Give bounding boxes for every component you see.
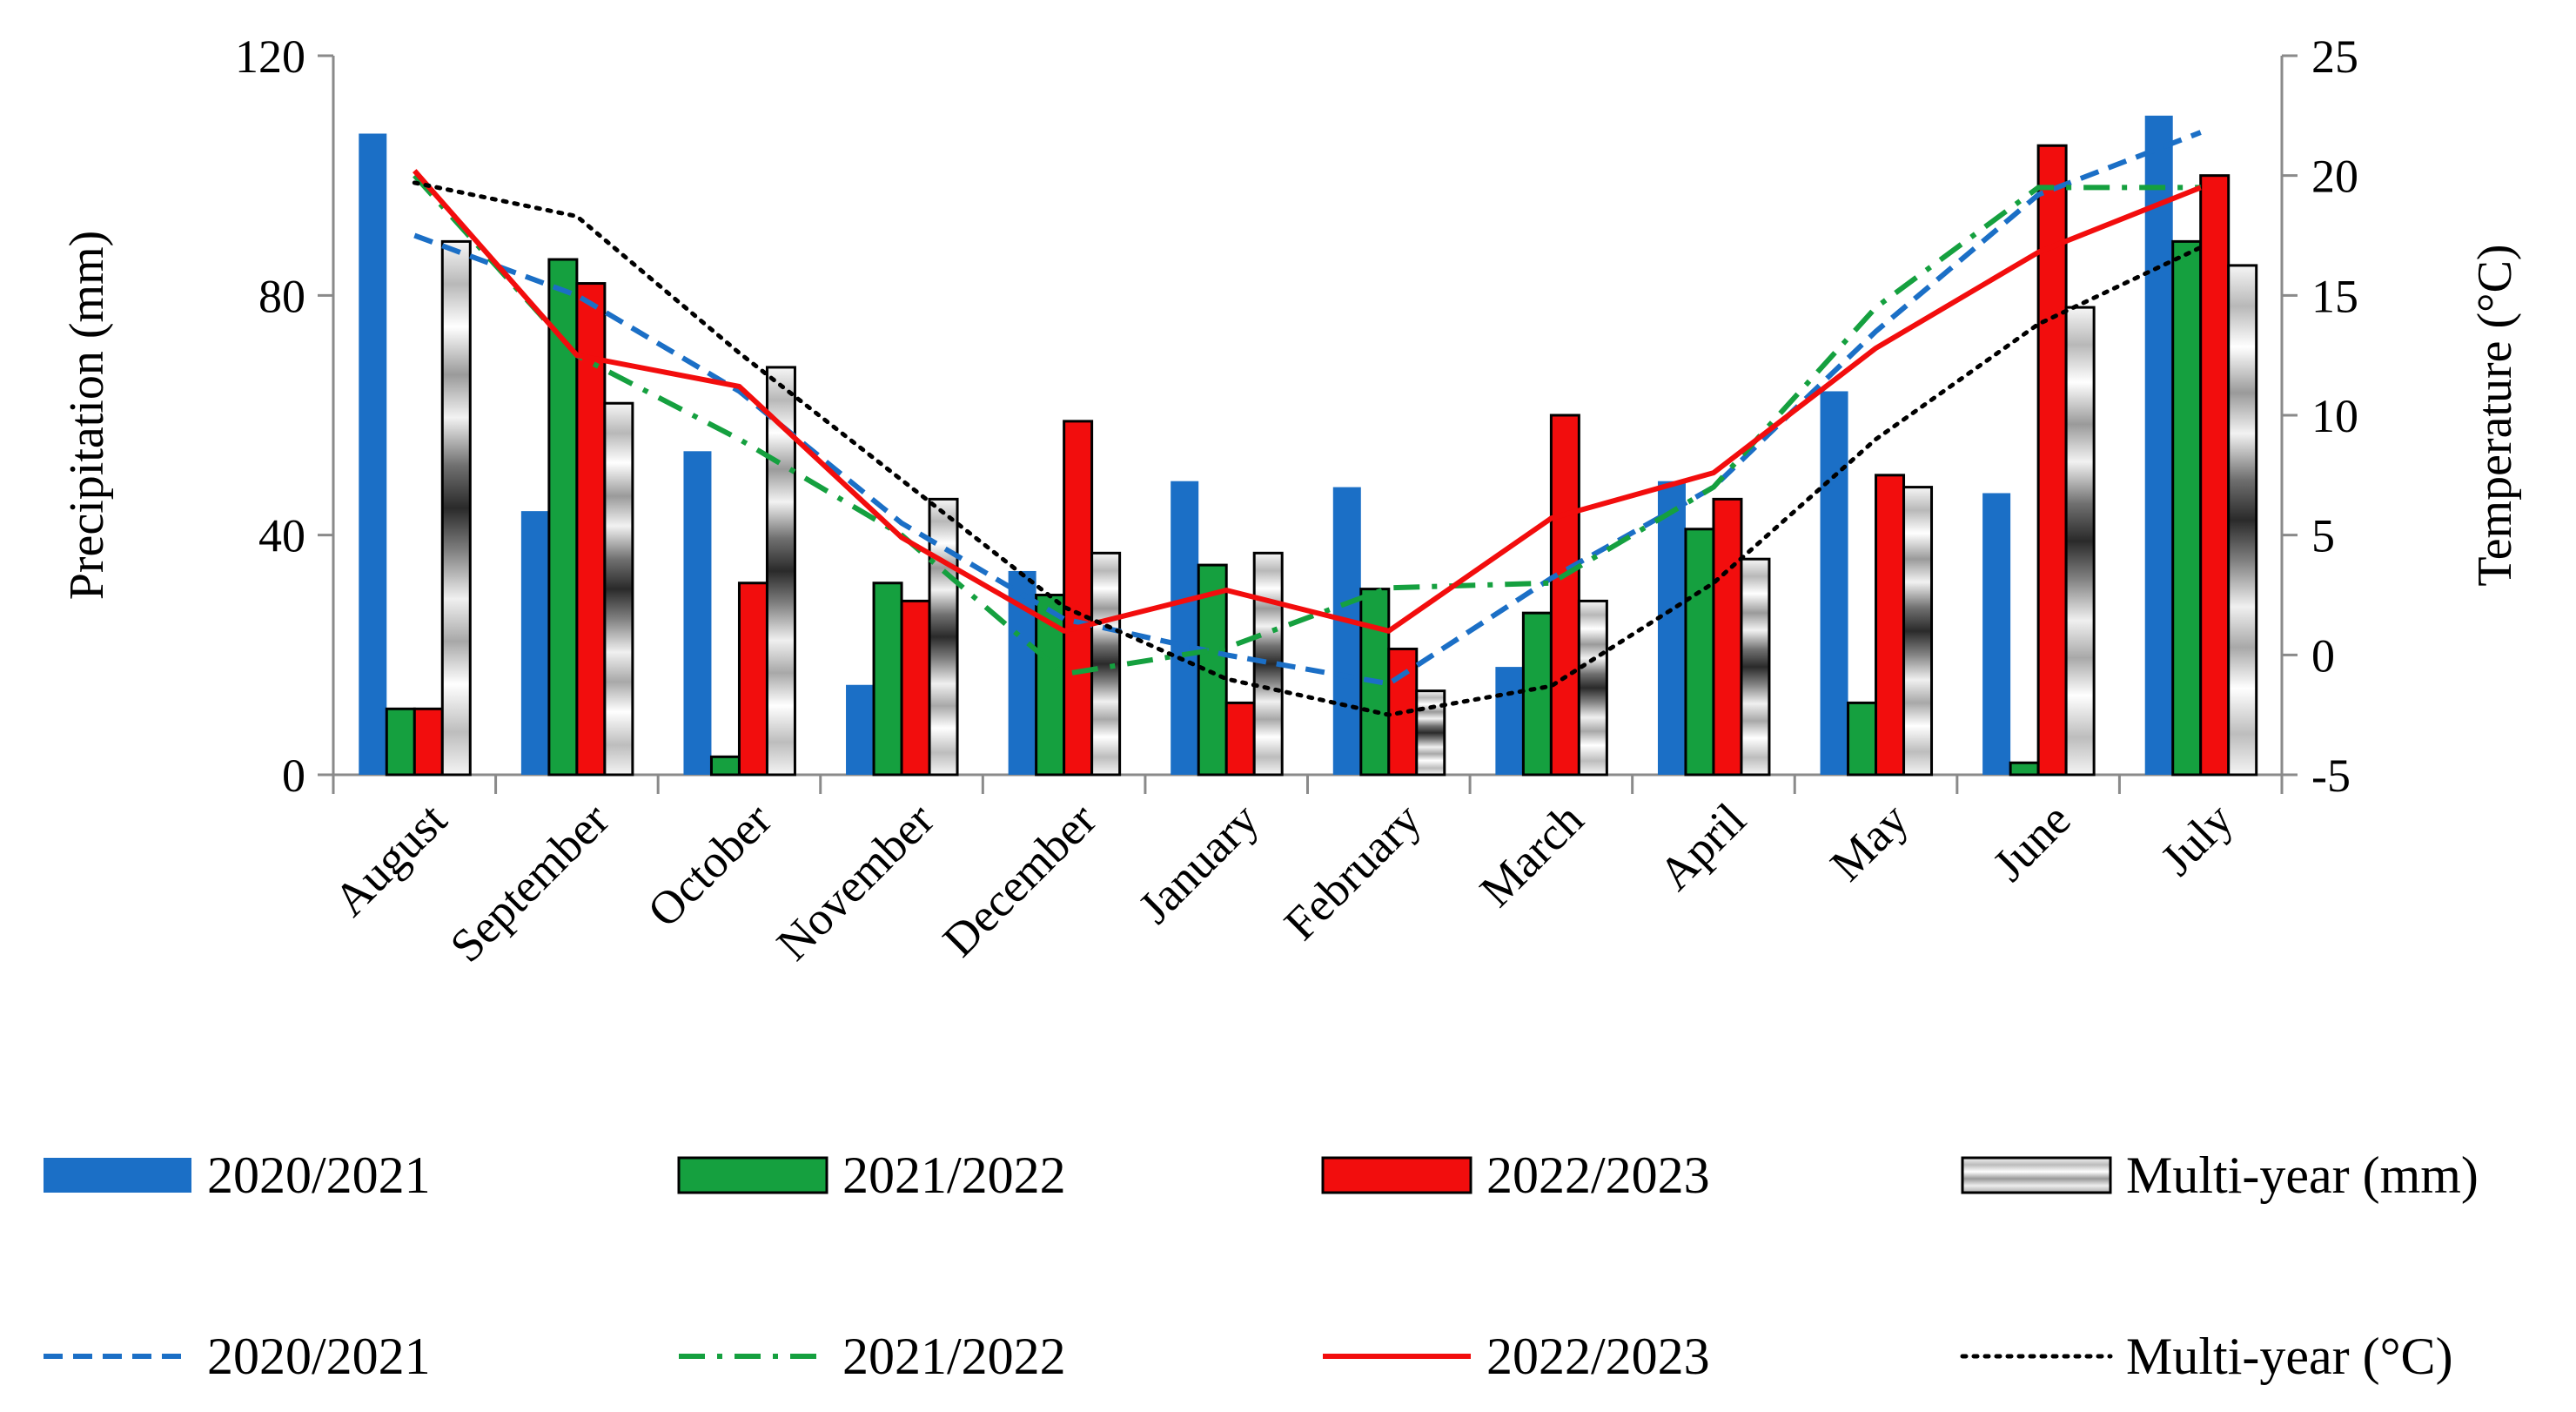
legend-bar-label: Multi-year (mm) [2126,1146,2479,1204]
x-tick-label: July [2150,793,2243,885]
bar-multi-year-mm--february [1415,689,1446,777]
y-left-tick-label: 120 [235,30,305,83]
y-right-tick-label: -5 [2311,750,2351,802]
bar-2022-2023-september [575,282,607,777]
bar-2020-2021-july [2144,115,2173,776]
y-right-axis-title: Temperature (°C) [2468,244,2522,586]
x-tick-label: February [1274,793,1431,950]
bar-multi-year-mm--july [2227,264,2258,777]
bar-2022-2023-april [1712,497,1743,777]
bar-2020-2021-april [1657,481,1686,775]
bar-2021-2022-march [1521,611,1553,777]
legend-bar-swatch [44,1158,191,1193]
x-tick-label: October [638,793,782,937]
bar-2020-2021-september [520,511,549,775]
bar-multi-year-mm--june [2064,306,2096,777]
bar-2021-2022-july [2171,239,2203,777]
x-tick-label: March [1470,793,1593,917]
bar-2022-2023-july [2199,174,2231,777]
x-tick-label: January [1129,793,1269,933]
bar-2021-2022-june [2009,761,2040,777]
bar-2022-2023-january [1224,701,1256,777]
bar-2021-2022-august [385,707,416,777]
y-right-tick-label: 25 [2311,30,2358,83]
temp-line-multi-year-c- [412,180,2204,717]
bar-multi-year-mm--august [440,239,472,777]
y-right-tick-label: 0 [2311,629,2335,682]
temp-line-2021-2022 [413,173,2201,677]
bar-multi-year-mm--april [1740,557,1771,777]
legend-bar-swatch [1321,1156,1472,1194]
y-left-axis-title: Precipitation (mm) [60,231,114,601]
legend-bar-swatch [677,1156,828,1194]
legend: 2020/2021 2021/2022 2022/2023 Multi-year (m… [44,1146,2479,1385]
bar-multi-year-mm--may [1902,486,1934,777]
temp-line-2022-2023 [413,169,2202,634]
bar-2021-2022-may [1847,701,1878,777]
bar-2020-2021-february [1332,487,1361,775]
bar-2021-2022-october [709,755,741,777]
temp-line-2020-2021 [413,130,2202,687]
bar-2021-2022-april [1684,528,1715,777]
legend-line-label: 2020/2021 [207,1328,431,1385]
bar-2020-2021-may [1820,391,1848,775]
y-right-tick-label: 5 [2311,510,2335,562]
bar-multi-year-mm--march [1577,599,1608,777]
x-tick-label: December [933,793,1106,966]
temperature-lines [412,130,2204,717]
bar-2022-2023-november [900,599,931,777]
x-tick-label: May [1821,793,1918,891]
y-left-tick-label: 80 [258,270,305,322]
y-left-tick-label: 0 [282,750,305,802]
legend-line-label: 2022/2023 [1486,1328,1710,1385]
x-tick-label: September [440,793,620,972]
precipitation-bars [359,115,2258,777]
bar-2020-2021-august [359,133,387,775]
bar-2022-2023-march [1549,414,1580,777]
x-tick-label: June [1982,793,2080,891]
legend-line-label: Multi-year (°C) [2126,1328,2453,1385]
bar-2020-2021-june [1982,493,2011,775]
legend-bar-label: 2020/2021 [207,1146,431,1204]
y-right-tick-label: 20 [2311,151,2358,203]
legend-bar-swatch [1961,1156,2112,1194]
y-right-tick-label: 10 [2311,390,2358,442]
bar-2022-2023-may [1875,474,1906,777]
bar-2020-2021-january [1171,481,1199,775]
y-left-tick-label: 40 [258,510,305,562]
bar-multi-year-mm--september [603,401,634,777]
y-right-tick-label: 15 [2311,270,2358,322]
bar-2021-2022-november [872,582,903,777]
legend-bar-label: 2022/2023 [1486,1146,1710,1204]
bar-2022-2023-august [413,707,444,777]
x-tick-label: August [324,793,457,926]
bar-2022-2023-october [737,582,768,777]
bar-2022-2023-december [1063,420,1094,777]
legend-line-label: 2021/2022 [842,1328,1066,1385]
x-tick-label: April [1648,793,1755,900]
bar-multi-year-mm--december [1090,551,1122,777]
bar-2022-2023-june [2036,144,2068,777]
axes-frame [318,54,2298,794]
bar-2020-2021-october [683,451,712,775]
x-tick-label: November [767,793,944,971]
bar-2020-2021-november [846,684,875,775]
legend-bar-label: 2021/2022 [842,1146,1066,1204]
bar-2020-2021-march [1495,667,1524,775]
